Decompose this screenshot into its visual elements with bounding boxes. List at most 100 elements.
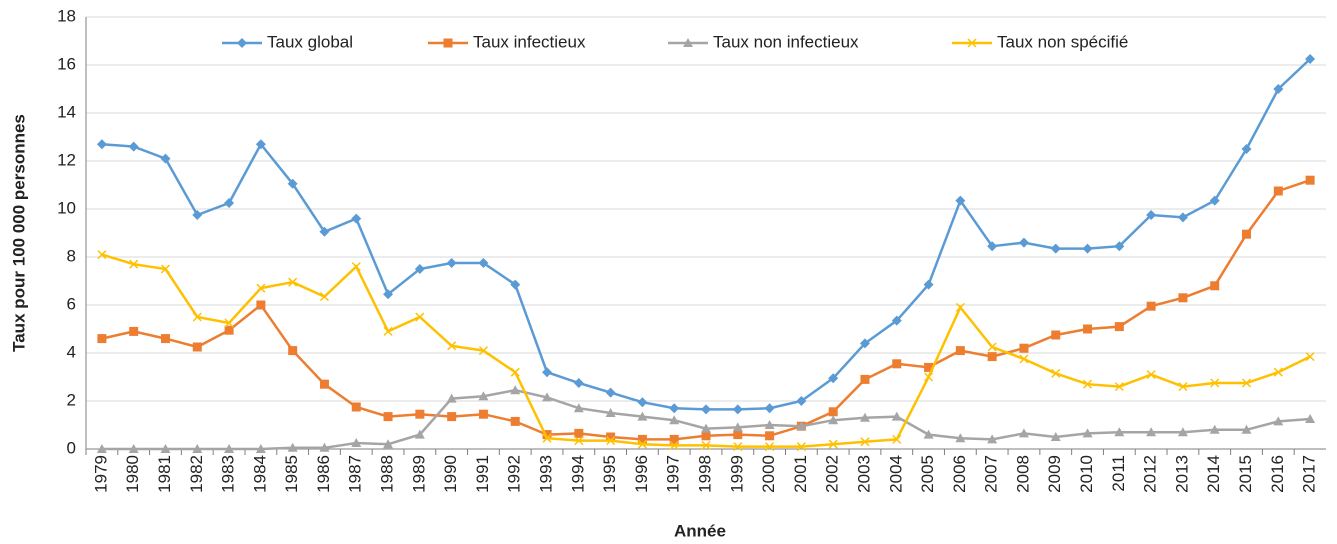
marker <box>733 430 743 440</box>
x-tick-label: 1981 <box>155 455 174 493</box>
marker <box>319 292 329 302</box>
marker <box>447 412 457 422</box>
marker <box>828 439 838 449</box>
marker <box>955 346 965 356</box>
marker <box>637 439 647 449</box>
marker <box>1146 427 1157 437</box>
y-tick-label: 8 <box>67 246 76 265</box>
marker <box>683 38 693 47</box>
marker <box>573 378 584 388</box>
marker <box>160 264 171 274</box>
marker <box>1083 324 1093 334</box>
x-tick-label: 1991 <box>473 455 492 493</box>
x-tick-label: 1982 <box>187 455 206 493</box>
marker <box>224 198 235 208</box>
x-tick-label: 2012 <box>1141 455 1160 493</box>
marker <box>669 440 679 450</box>
legend-label: Taux non infectieux <box>713 32 859 51</box>
marker <box>1241 424 1252 434</box>
marker <box>1241 144 1252 154</box>
marker <box>542 430 552 440</box>
marker <box>1114 322 1124 332</box>
x-tick-label: 2016 <box>1268 455 1287 493</box>
marker <box>1051 330 1061 340</box>
x-tick-label: 1983 <box>219 455 238 493</box>
x-tick-label: 1990 <box>441 455 460 493</box>
marker <box>955 195 966 206</box>
marker <box>1241 378 1252 388</box>
marker <box>255 444 266 453</box>
marker <box>1146 210 1157 220</box>
marker <box>1178 293 1188 303</box>
marker <box>1050 243 1061 254</box>
marker <box>287 178 298 189</box>
marker <box>237 38 247 48</box>
y-tick-label: 2 <box>67 390 76 409</box>
marker <box>351 402 361 412</box>
marker <box>160 334 170 344</box>
marker <box>96 444 107 453</box>
marker <box>924 372 934 382</box>
marker <box>224 325 234 335</box>
marker <box>860 437 870 447</box>
x-tick-label: 2014 <box>1204 455 1223 493</box>
marker <box>732 422 743 432</box>
x-tick-label: 1986 <box>314 455 333 493</box>
x-tick-label: 2011 <box>1109 455 1128 492</box>
marker <box>351 213 362 224</box>
marker <box>765 442 775 452</box>
marker <box>1273 416 1284 426</box>
marker <box>1082 428 1093 438</box>
marker <box>701 404 711 415</box>
marker <box>96 139 107 150</box>
marker <box>446 393 457 403</box>
x-axis-title: Année <box>674 521 726 540</box>
marker <box>605 387 616 398</box>
marker <box>574 428 584 438</box>
marker <box>1018 428 1029 438</box>
marker <box>255 139 266 150</box>
marker <box>1019 343 1029 353</box>
x-tick-label: 2000 <box>759 455 778 493</box>
marker <box>1177 212 1188 223</box>
marker <box>732 404 743 415</box>
marker <box>478 258 489 268</box>
y-tick-label: 4 <box>67 342 76 361</box>
marker <box>351 262 361 272</box>
marker <box>478 391 489 401</box>
marker <box>796 421 807 431</box>
marker <box>256 300 266 310</box>
marker <box>415 409 425 419</box>
marker <box>542 433 552 443</box>
marker <box>256 283 266 293</box>
legend-label: Taux non spécifié <box>997 32 1128 51</box>
marker <box>859 338 870 349</box>
marker <box>192 210 203 220</box>
marker <box>1146 370 1156 380</box>
x-tick-label: 2017 <box>1300 455 1319 493</box>
marker <box>383 289 394 300</box>
marker <box>383 412 393 422</box>
y-axis-title: Taux pour 100 000 personnes <box>9 114 28 352</box>
marker <box>192 312 202 322</box>
marker <box>1083 379 1093 389</box>
marker <box>129 326 139 336</box>
x-tick-label: 2003 <box>854 455 873 493</box>
marker <box>987 241 998 252</box>
marker <box>1051 368 1061 378</box>
marker <box>97 334 107 344</box>
x-tick-label: 1985 <box>282 455 301 493</box>
series-line <box>101 58 1311 411</box>
x-tick-label: 1995 <box>600 455 619 493</box>
x-tick-label: 2002 <box>823 455 842 493</box>
marker <box>160 153 171 164</box>
marker <box>669 415 680 425</box>
marker <box>510 416 520 426</box>
marker <box>1305 54 1316 64</box>
marker <box>447 341 457 351</box>
marker <box>478 346 488 356</box>
marker <box>128 141 139 152</box>
x-tick-label: 2015 <box>1236 455 1255 493</box>
x-tick-label: 2006 <box>950 455 969 493</box>
